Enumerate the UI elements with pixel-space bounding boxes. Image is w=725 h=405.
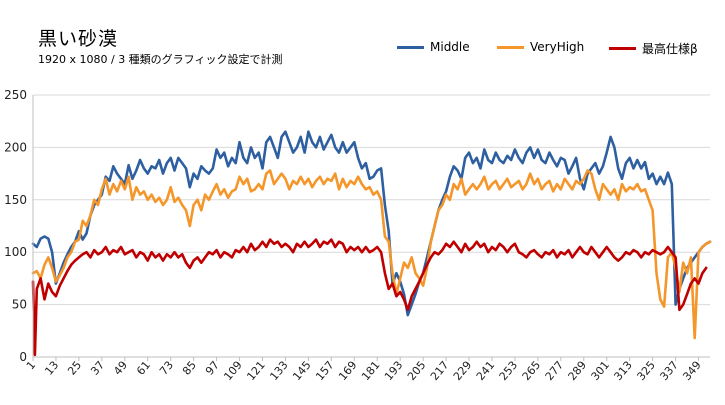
legend-item-veryhigh: VeryHigh xyxy=(497,40,584,54)
legend-item-saikou: 最高仕様β xyxy=(609,40,698,57)
x-tick-label-265: 265 xyxy=(520,359,543,383)
legend-label-saikou: 最高仕様β xyxy=(642,42,698,56)
x-tick-label-313: 313 xyxy=(612,359,635,383)
x-tick-label-193: 193 xyxy=(382,359,405,383)
series-line-2 xyxy=(31,238,708,357)
chart-title: 黒い砂漠 xyxy=(38,28,119,50)
x-tick-label-337: 337 xyxy=(657,359,680,383)
y-tick-label-200: 200 xyxy=(4,140,27,154)
x-tick-label-25: 25 xyxy=(65,359,84,378)
x-tick-label-13: 13 xyxy=(42,359,61,378)
axis-layer: 0 50 100 150 200 250 1 13 25 37 49 61 73 85 97 109 121 13… xyxy=(4,88,710,383)
x-tick-label-253: 253 xyxy=(497,359,520,383)
x-tick-label-1: 1 xyxy=(24,359,38,373)
x-tick-label-73: 73 xyxy=(157,359,176,378)
x-tick-label-325: 325 xyxy=(634,359,657,383)
x-tick-label-301: 301 xyxy=(589,359,612,383)
grid-layer xyxy=(33,94,710,358)
x-tick-label-133: 133 xyxy=(267,359,290,383)
x-tick-label-349: 349 xyxy=(680,359,703,383)
legend-label-middle: Middle xyxy=(430,40,470,54)
x-tick-label-109: 109 xyxy=(221,359,244,383)
legend-swatch-veryhigh xyxy=(497,45,524,49)
x-tick-label-289: 289 xyxy=(566,359,589,383)
y-tick-label-50: 50 xyxy=(12,298,27,312)
y-tick-label-100: 100 xyxy=(4,245,27,259)
x-tick-label-241: 241 xyxy=(474,359,497,383)
x-tick-label-145: 145 xyxy=(290,359,313,383)
legend-label-veryhigh: VeryHigh xyxy=(530,40,585,54)
series-line-1 xyxy=(31,169,712,340)
y-tick-label-250: 250 xyxy=(4,88,27,102)
legend-item-middle: Middle xyxy=(397,40,470,54)
x-tick-label-277: 277 xyxy=(543,359,566,383)
x-tick-label-85: 85 xyxy=(180,359,199,378)
series-layer xyxy=(31,130,712,357)
legend-swatch-middle xyxy=(397,45,424,49)
x-tick-label-97: 97 xyxy=(203,359,222,378)
x-tick-label-205: 205 xyxy=(405,359,428,383)
x-tick-label-37: 37 xyxy=(88,359,107,378)
x-tick-label-217: 217 xyxy=(428,359,451,383)
series-line-0 xyxy=(31,130,712,317)
legend-swatch-saikou xyxy=(609,47,636,50)
chart-subtitle: 1920 x 1080 / 3 種類のグラフィック設定で計測 xyxy=(38,53,283,66)
x-tick-label-157: 157 xyxy=(313,359,336,383)
x-tick-label-229: 229 xyxy=(451,359,474,383)
x-tick-label-61: 61 xyxy=(134,359,153,378)
y-tick-label-150: 150 xyxy=(4,193,27,207)
y-tick-label-0: 0 xyxy=(19,350,27,364)
x-tick-label-169: 169 xyxy=(336,359,359,383)
x-tick-label-49: 49 xyxy=(111,359,130,378)
x-tick-label-121: 121 xyxy=(244,359,267,383)
x-tick-label-181: 181 xyxy=(359,359,382,383)
